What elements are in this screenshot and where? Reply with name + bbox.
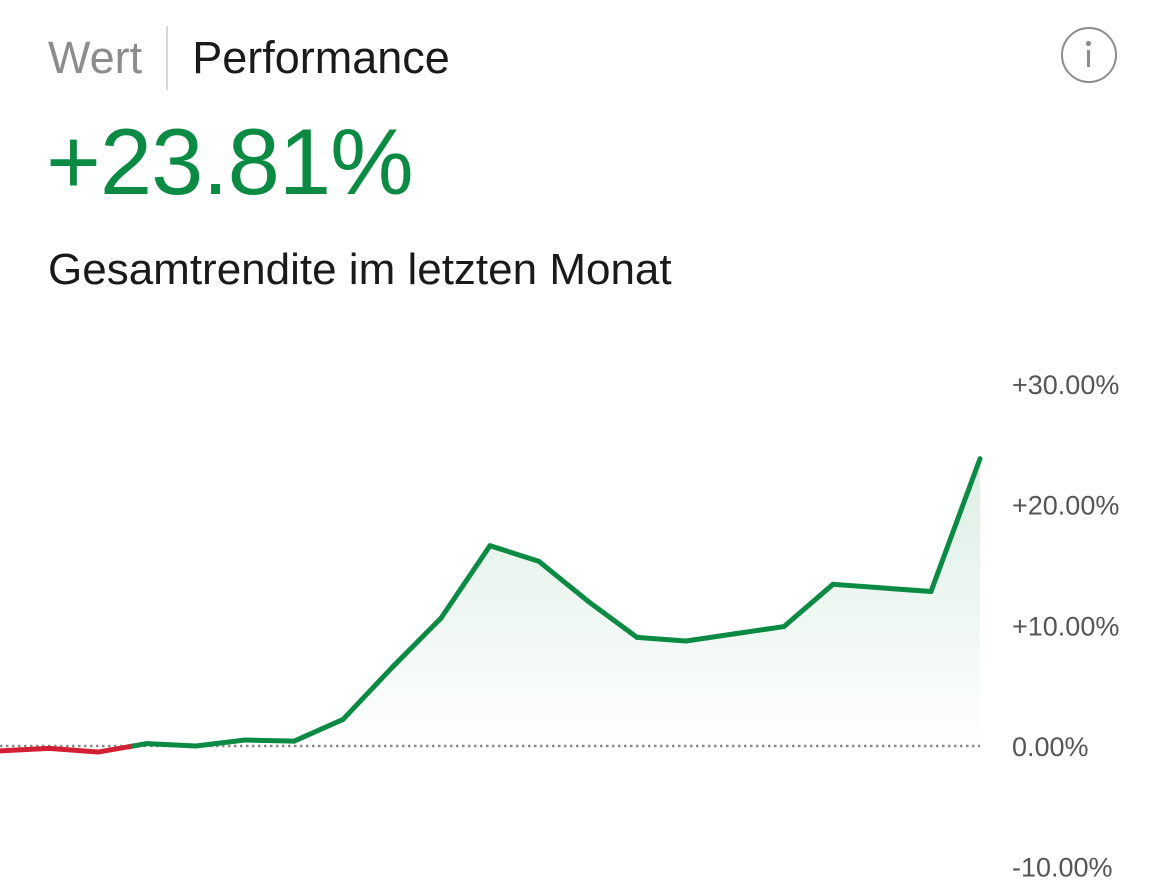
view-tabs: Wert Performance bbox=[48, 26, 450, 90]
series-line-segment bbox=[193, 737, 248, 749]
series-line-segment bbox=[0, 745, 52, 754]
series-line-segment bbox=[536, 558, 591, 604]
series-line-segment bbox=[487, 543, 542, 564]
series-line-segment bbox=[95, 743, 136, 755]
y-tick-label: +30.00% bbox=[1012, 370, 1119, 400]
series-line-segment bbox=[144, 741, 199, 749]
series-line-segment bbox=[291, 716, 346, 744]
series-line-segment bbox=[634, 634, 689, 644]
info-button[interactable] bbox=[1061, 27, 1117, 83]
series-line-segment bbox=[781, 581, 836, 630]
info-circle-icon bbox=[1085, 40, 1092, 67]
series-line-segment bbox=[928, 456, 983, 595]
series-line-segment bbox=[683, 631, 738, 644]
series-line-segment bbox=[830, 581, 885, 591]
y-tick-label: 0.00% bbox=[1012, 732, 1089, 762]
series-line-segment bbox=[389, 615, 444, 671]
series-line-segment bbox=[585, 598, 640, 640]
series-line-segment bbox=[438, 543, 493, 621]
chart-area-fill bbox=[0, 458, 980, 753]
tab-performance[interactable]: Performance bbox=[166, 26, 450, 90]
series-line-segment bbox=[340, 665, 395, 722]
y-tick-label: -10.00% bbox=[1012, 853, 1113, 882]
series-line-segment bbox=[242, 737, 297, 744]
y-tick-label: +20.00% bbox=[1012, 491, 1119, 521]
series-line-segment bbox=[732, 624, 787, 637]
tab-wert[interactable]: Wert bbox=[48, 32, 143, 83]
series-line-segment bbox=[879, 585, 934, 595]
total-return-value: +23.81% bbox=[46, 109, 414, 214]
total-return-caption: Gesamtrendite im letzten Monat bbox=[48, 245, 672, 294]
y-tick-label: +10.00% bbox=[1012, 611, 1119, 641]
series-line-segment bbox=[46, 745, 101, 755]
